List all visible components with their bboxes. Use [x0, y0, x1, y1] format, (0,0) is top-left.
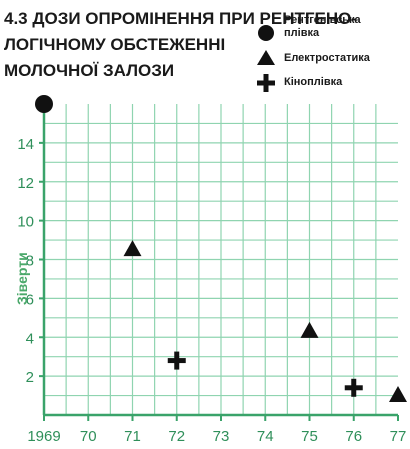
title-line-1: 4.3 ДОЗИ ОПРОМІНЕННЯ ПРИ РЕНТГЕНО- [4, 9, 358, 28]
y-tick-label: 6 [26, 291, 34, 308]
x-tick-label: 1969 [27, 428, 60, 445]
legend-label-film-line1: Рентгенівська [284, 14, 361, 26]
y-tick-label: 12 [17, 175, 34, 192]
data-point-circle [35, 95, 53, 113]
data-point-triangle [123, 240, 142, 257]
y-tick-label: 8 [26, 253, 34, 270]
x-tick-label: 70 [80, 428, 97, 445]
legend-label-film-line2: плівка [284, 27, 320, 39]
legend-label-electrostatic: Електростатика [284, 52, 370, 64]
triangle-marker-icon [257, 50, 275, 65]
legend-label-cinefilm: Кіноплівка [284, 76, 343, 88]
data-point-plus [344, 378, 363, 397]
y-tick-label: 10 [17, 214, 34, 231]
plus-marker-icon [257, 74, 275, 92]
title-line-3: МОЛОЧНОЇ ЗАЛОЗИ [4, 61, 175, 80]
y-tick-label: 14 [17, 136, 34, 153]
title-line-2: ЛОГІЧНОМУ ОБСТЕЖЕННІ [4, 35, 226, 54]
data-point-triangle [300, 321, 319, 338]
x-tick-label: 76 [345, 428, 362, 445]
x-tick-label: 71 [124, 428, 141, 445]
x-tick-label: 72 [168, 428, 185, 445]
x-tick-label: 77 [390, 428, 407, 445]
chart-title: 4.3 ДОЗИ ОПРОМІНЕННЯ ПРИ РЕНТГЕНО- ЛОГІЧ… [4, 6, 357, 84]
x-tick-label: 75 [301, 428, 318, 445]
y-tick-label: 4 [26, 330, 34, 347]
y-tick-label: 2 [26, 369, 34, 386]
x-tick-label: 73 [213, 428, 230, 445]
data-point-triangle [389, 385, 407, 402]
circle-marker-icon [258, 25, 274, 41]
y-axis-label: Зіверти [14, 252, 30, 305]
x-tick-label: 74 [257, 428, 274, 445]
data-point-plus [167, 351, 186, 370]
